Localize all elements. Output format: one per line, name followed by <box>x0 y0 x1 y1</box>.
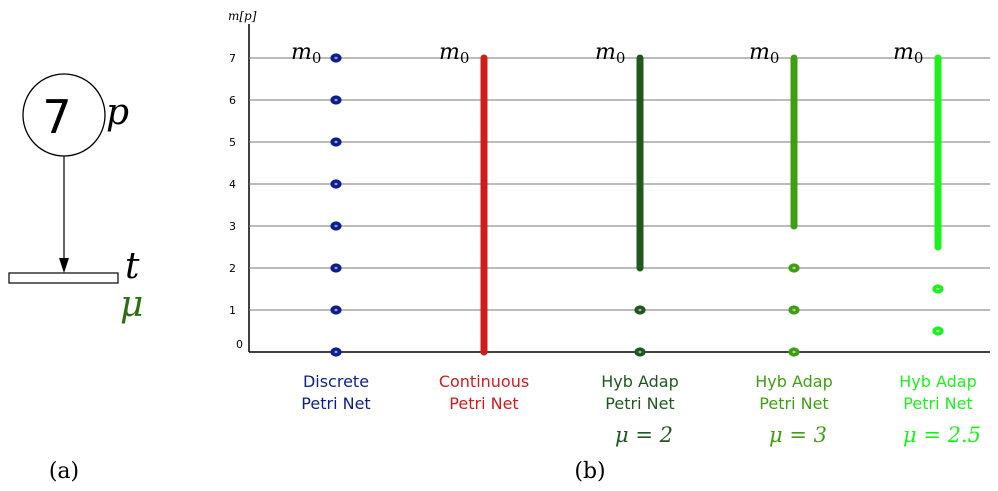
y-tick-label: 0 <box>236 338 243 351</box>
y-tick-label: 4 <box>229 178 236 191</box>
initial-marking-label: m0 <box>595 40 625 67</box>
transition-label: t <box>125 246 140 287</box>
initial-marking-label: m0 <box>439 40 469 67</box>
initial-marking-label: m0 <box>291 40 321 67</box>
y-tick-label: 5 <box>229 136 236 149</box>
arc-arrowhead <box>59 258 69 273</box>
y-tick-label: 7 <box>229 52 236 65</box>
series-name-line: Petri Net <box>301 394 370 413</box>
series-mu-label: μ = 2.5 <box>903 423 981 447</box>
point-highlight <box>792 266 796 270</box>
transition-bar <box>8 272 119 284</box>
petri-net-diagram: 7 p t μ (a) <box>8 73 143 484</box>
series-column: m0 <box>291 40 342 357</box>
series-name-line: Petri Net <box>759 394 828 413</box>
place-label: p <box>106 92 129 133</box>
marking-chart: m[p] 0 1 2 3 4 5 6 7 m0 m0 m0 m0 m0 Discrete Petri N… <box>228 9 990 484</box>
series-name-line: Hyb Adap <box>601 372 679 391</box>
series-column: m0 <box>439 40 488 356</box>
series-name-line: Discrete <box>303 372 369 391</box>
y-tick-label: 3 <box>229 220 236 233</box>
point-highlight <box>792 308 796 312</box>
series-column: m0 <box>893 40 944 336</box>
series-name-line: Petri Net <box>449 394 518 413</box>
point-highlight <box>936 287 940 291</box>
point-highlight <box>334 140 338 144</box>
series-mu-label: μ = 2 <box>615 423 673 447</box>
point-highlight <box>792 350 796 354</box>
point-highlight <box>638 308 642 312</box>
y-tick-label: 2 <box>229 262 236 275</box>
point-highlight <box>334 224 338 228</box>
series-name-line: Continuous <box>439 372 529 391</box>
initial-marking-label: m0 <box>749 40 779 67</box>
point-highlight <box>936 329 940 333</box>
caption-b: (b) <box>574 459 605 484</box>
series-name-line: Petri Net <box>903 394 972 413</box>
initial-marking-label: m0 <box>893 40 923 67</box>
y-tick-label: 1 <box>229 304 236 317</box>
series-name-line: Petri Net <box>605 394 674 413</box>
point-highlight <box>334 350 338 354</box>
y-axis-label: m[p] <box>228 9 257 23</box>
series-name-line: Hyb Adap <box>755 372 833 391</box>
series-name-line: Hyb Adap <box>899 372 977 391</box>
point-highlight <box>638 350 642 354</box>
y-tick-label: 6 <box>229 94 236 107</box>
point-highlight <box>334 98 338 102</box>
place-token-count: 7 <box>42 90 71 144</box>
series-column: m0 <box>749 40 800 357</box>
point-highlight <box>334 182 338 186</box>
caption-a: (a) <box>49 459 79 484</box>
point-highlight <box>334 308 338 312</box>
transition-rate-label: μ <box>120 284 143 325</box>
point-highlight <box>334 56 338 60</box>
series-column: m0 <box>595 40 646 357</box>
point-highlight <box>334 266 338 270</box>
series-mu-label: μ = 3 <box>769 423 827 447</box>
